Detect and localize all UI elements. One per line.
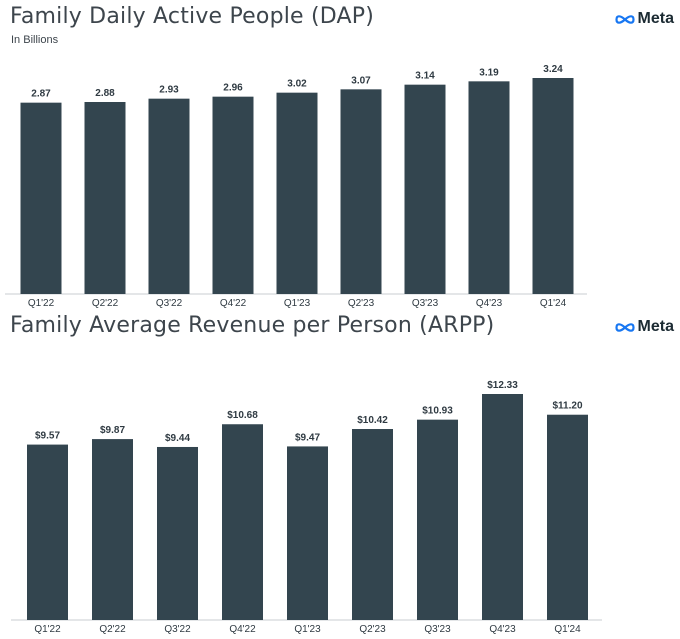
- x-tick-label: Q3'23: [424, 624, 451, 635]
- bar: [222, 424, 263, 620]
- x-tick-label: Q1'23: [284, 298, 311, 309]
- x-tick-label: Q2'23: [359, 624, 386, 635]
- bar: [148, 98, 190, 295]
- dap-bar-chart: 2.87 Q1'22 2.88 Q2'22 2.93 Q3'22 2.96 Q4'22 3.02…: [5, 64, 587, 309]
- data-label: 3.14: [415, 71, 435, 82]
- meta-wordmark: Meta: [637, 318, 674, 335]
- bar: [340, 89, 382, 294]
- x-tick-label: Q4'22: [220, 298, 247, 309]
- data-label: 3.24: [543, 64, 563, 75]
- x-tick-label: Q3'22: [156, 298, 183, 309]
- data-label: 2.93: [159, 85, 179, 96]
- bar: [92, 439, 133, 620]
- meta-logo: Meta: [614, 10, 674, 28]
- x-tick-label: Q1'24: [540, 298, 567, 309]
- bar: [84, 102, 126, 294]
- x-tick-label: Q1'22: [34, 624, 61, 635]
- x-tick-label: Q1'23: [294, 624, 321, 635]
- bar: [287, 446, 328, 620]
- data-label: 3.19: [479, 67, 499, 78]
- data-label: 3.07: [351, 75, 371, 86]
- data-label: 2.87: [31, 89, 51, 100]
- chart-title: Family Daily Active People (DAP): [10, 4, 375, 29]
- bar: [276, 92, 318, 295]
- bar: [352, 429, 393, 620]
- data-label: $10.42: [357, 415, 388, 426]
- meta-logo: Meta: [614, 318, 674, 336]
- data-label: 2.96: [223, 83, 243, 94]
- bar: [468, 81, 510, 294]
- data-label: 3.02: [287, 79, 307, 90]
- x-tick-label: Q2'22: [92, 298, 119, 309]
- bar: [547, 414, 588, 620]
- arpp-chart-panel: Family Average Revenue per Person (ARPP)…: [0, 310, 680, 639]
- x-tick-label: Q3'23: [412, 298, 439, 309]
- data-label: $12.33: [487, 380, 518, 391]
- chart-subtitle: In Billions: [11, 34, 59, 46]
- x-tick-label: Q3'22: [164, 624, 191, 635]
- bar: [212, 96, 254, 295]
- data-label: $10.68: [227, 410, 258, 421]
- x-tick-label: Q1'22: [28, 298, 55, 309]
- data-label: $11.20: [552, 401, 582, 412]
- bar: [27, 444, 68, 620]
- bar: [417, 419, 458, 620]
- data-label: 2.88: [95, 88, 115, 99]
- meta-wordmark: Meta: [637, 10, 674, 27]
- arpp-bar-chart: $9.57 Q1'22 $9.87 Q2'22 $9.44 Q3'22 $10.68 Q4'2…: [11, 380, 602, 635]
- data-label: $9.44: [165, 433, 190, 444]
- x-tick-label: Q2'22: [99, 624, 126, 635]
- bar: [20, 102, 62, 295]
- meta-infinity-logo-icon: [614, 14, 635, 24]
- x-tick-label: Q4'22: [229, 624, 256, 635]
- data-label: $9.47: [295, 432, 320, 443]
- bar: [482, 394, 523, 620]
- bar: [157, 446, 198, 620]
- bar: [404, 84, 446, 295]
- data-label: $9.57: [35, 431, 60, 442]
- data-label: $9.87: [100, 425, 125, 436]
- meta-infinity-logo-icon: [614, 322, 635, 332]
- x-tick-label: Q4'23: [489, 624, 516, 635]
- x-tick-label: Q4'23: [476, 298, 503, 309]
- chart-title: Family Average Revenue per Person (ARPP): [10, 313, 495, 338]
- bar: [532, 78, 574, 294]
- dap-chart-panel: Family Daily Active People (DAP) In Bill…: [0, 0, 680, 318]
- x-tick-label: Q2'23: [348, 298, 375, 309]
- x-tick-label: Q1'24: [554, 624, 581, 635]
- data-label: $10.93: [422, 406, 453, 417]
